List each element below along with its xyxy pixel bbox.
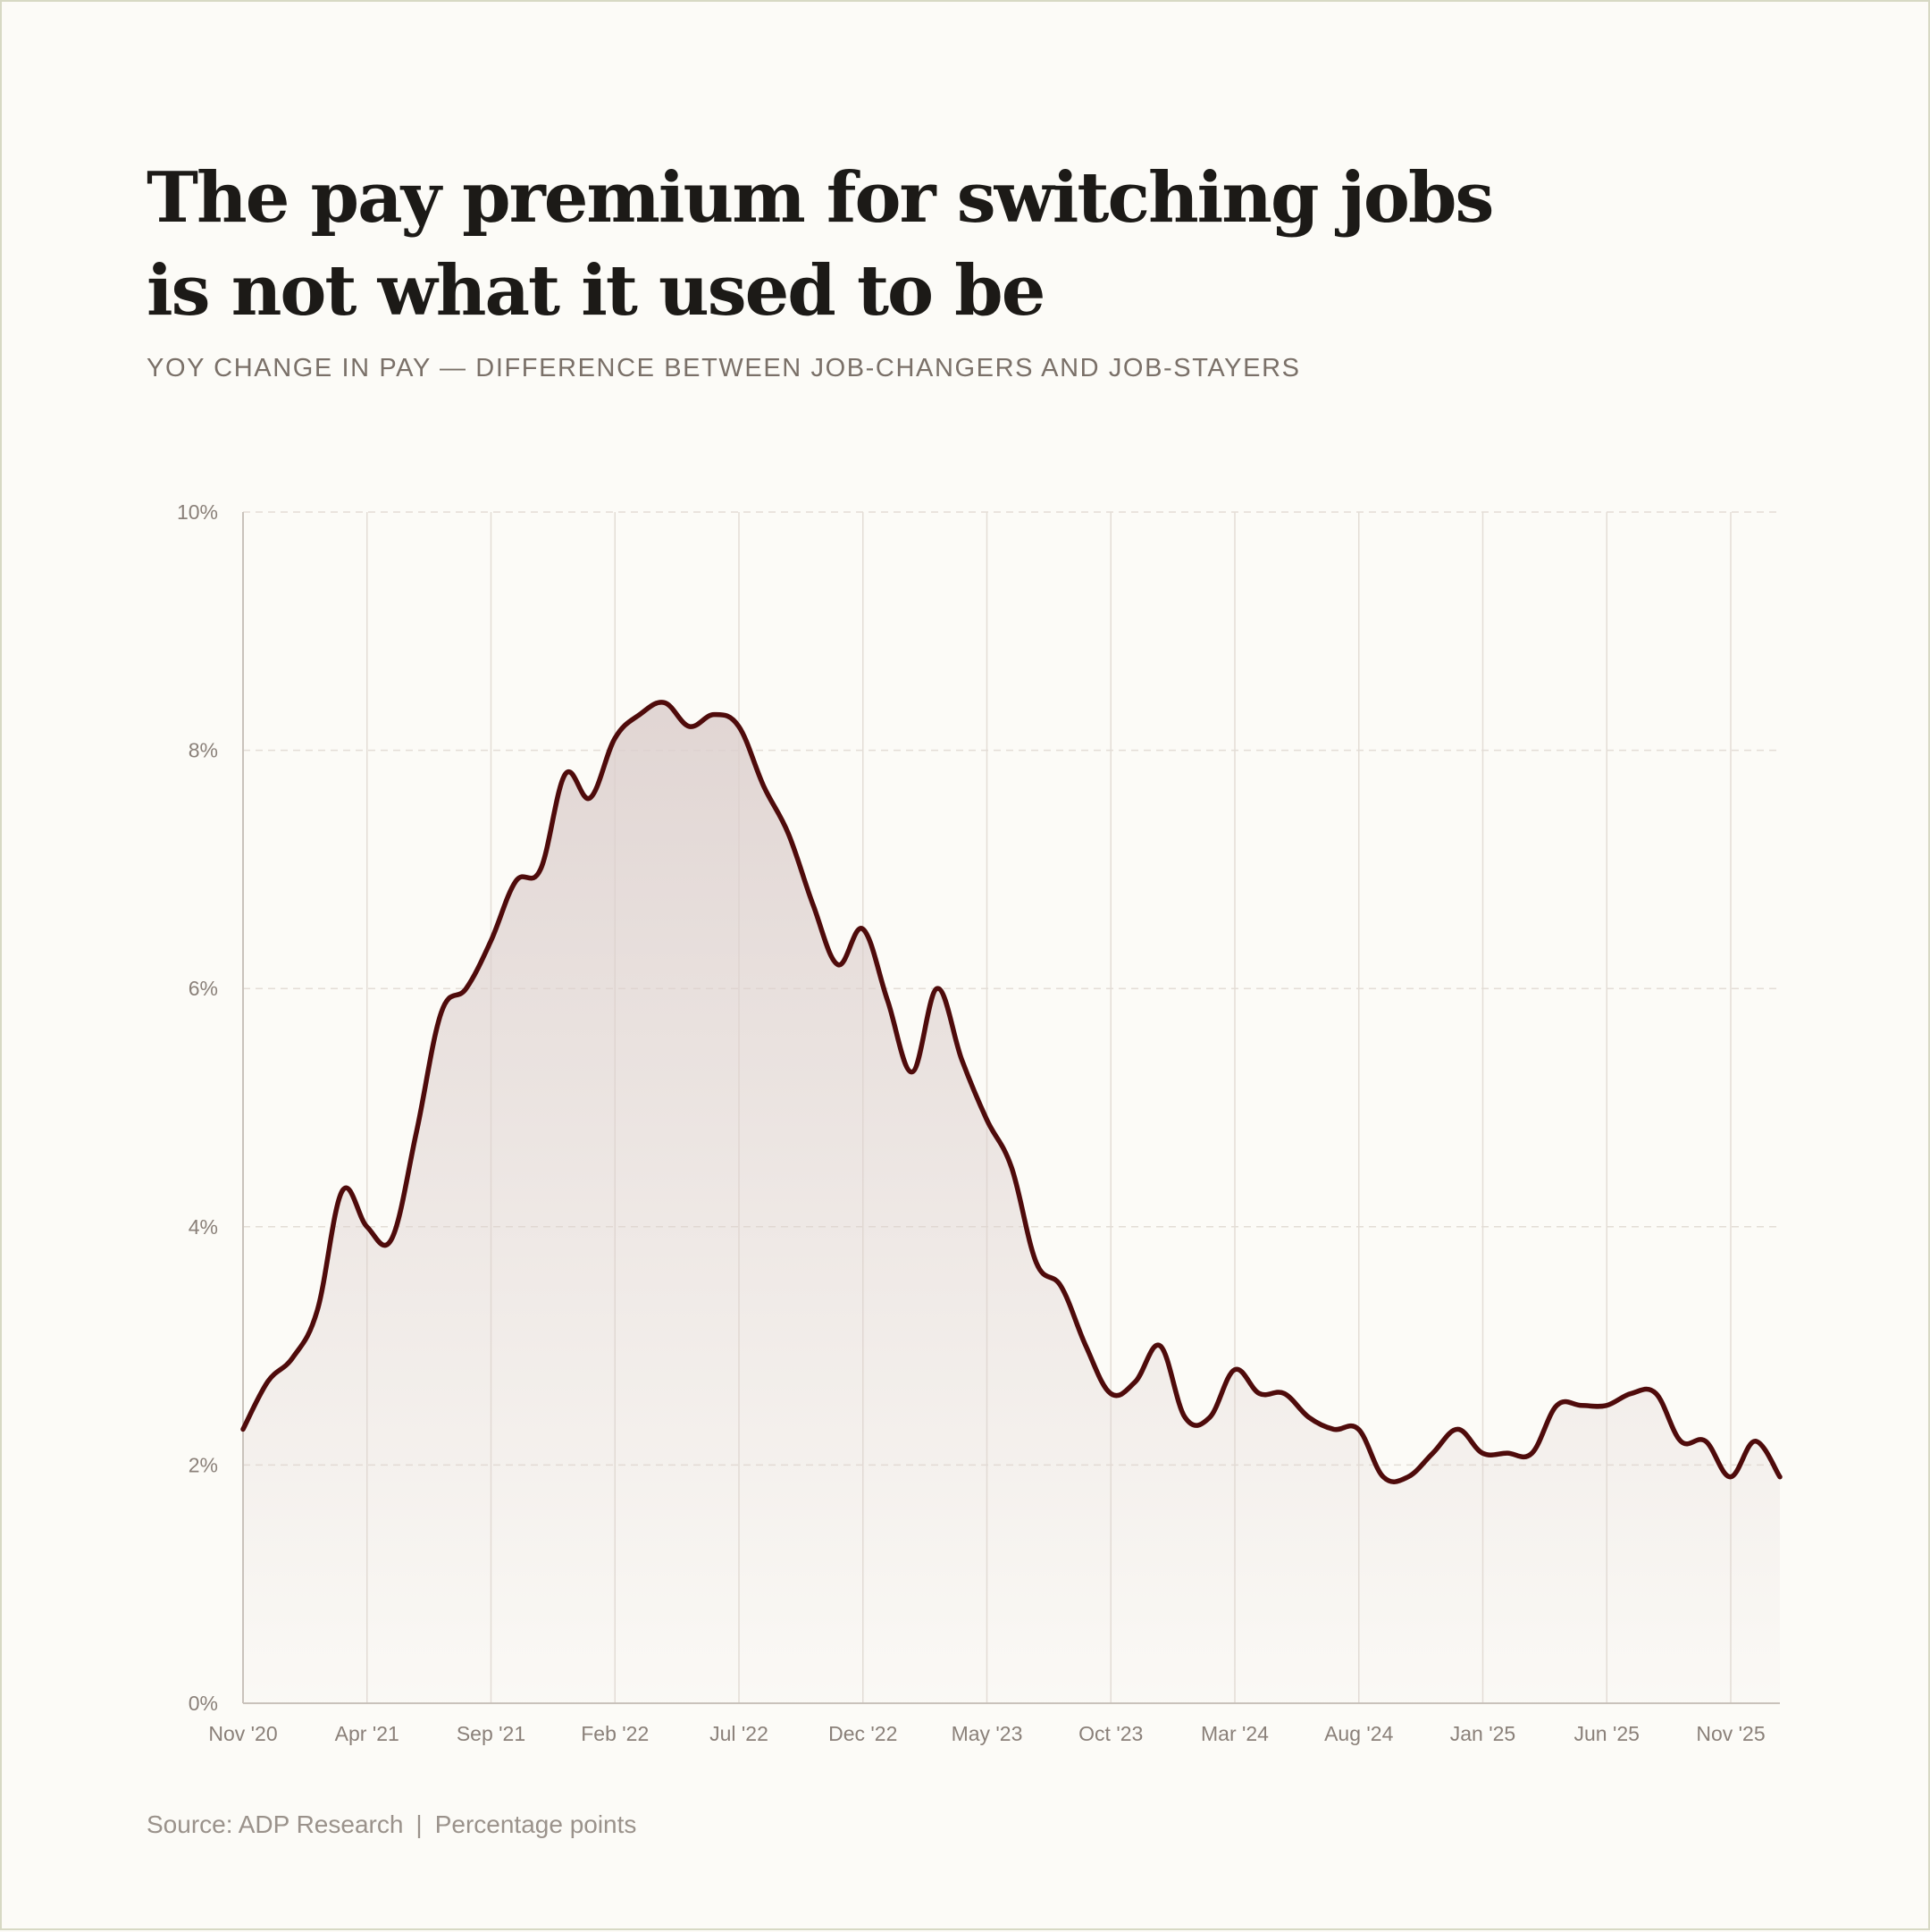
x-tick-label: Mar '24 [1201,1722,1269,1745]
y-tick-label: 8% [189,739,218,762]
x-tick-label: Oct '23 [1078,1722,1143,1745]
y-tick-label: 10% [177,500,218,524]
y-tick-label: 0% [189,1692,218,1715]
tick-labels: Nov '20 Apr '21 Sep '21 Feb '22 Jul '22 Dec '… [177,500,1766,1745]
axes [242,512,1780,1704]
series-line-layer [240,700,1783,1484]
area-fill-layer [243,701,1780,1703]
x-tick-label: Nov '25 [1696,1722,1765,1745]
chart-title-line-1: The pay premium for switching jobs [147,157,1494,239]
x-tick-label: Feb '22 [581,1722,649,1745]
y-tick-label: 2% [189,1453,218,1476]
source-separator: | [415,1810,423,1838]
x-tick-label: Dec '22 [828,1722,897,1745]
chart-title: The pay premium for switching jobs is no… [147,152,1755,338]
source-label: Source: ADP Research [147,1810,404,1838]
x-tick-label: Jun '25 [1574,1722,1640,1745]
x-tick-label: Jul '22 [709,1722,768,1745]
x-tick-label: Sep '21 [457,1722,525,1745]
y-tick-label: 6% [189,977,218,1000]
series-line [240,700,1783,1484]
chart-subtitle: YOY CHANGE IN PAY — DIFFERENCE BETWEEN J… [147,354,1301,382]
series-area-fill [243,701,1780,1703]
chart-title-line-2: is not what it used to be [147,250,1045,332]
y-tick-label: 4% [189,1215,218,1239]
x-tick-label: Aug '24 [1324,1722,1393,1745]
units-label: Percentage points [434,1810,637,1838]
source-note: Source: ADP Research | Percentage points [147,1810,636,1839]
x-tick-label: May '23 [952,1722,1023,1745]
x-tick-label: Jan '25 [1450,1722,1515,1745]
x-tick-label: Nov '20 [208,1722,277,1745]
x-tick-label: Apr '21 [335,1722,399,1745]
